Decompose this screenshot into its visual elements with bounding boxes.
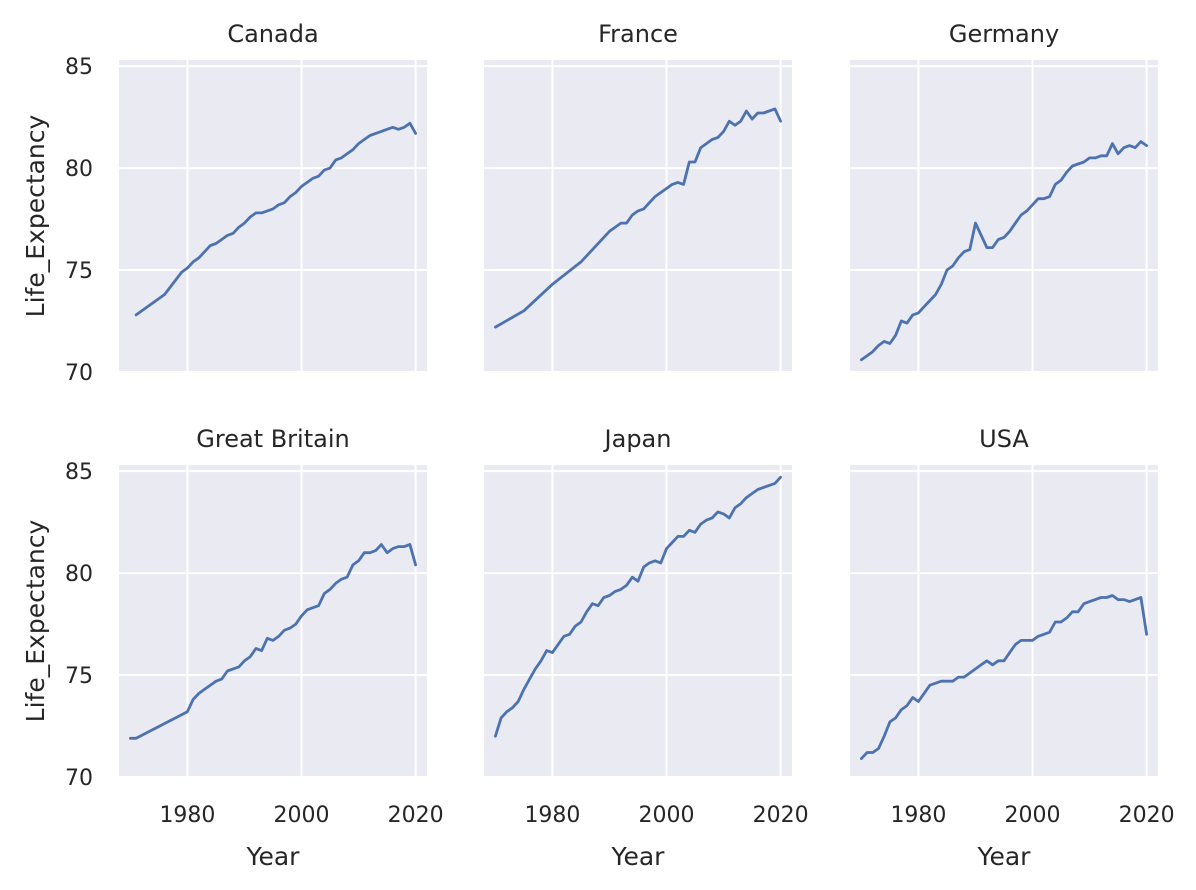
- series-line-japan: [493, 475, 782, 738]
- y-tick-label: 80: [65, 562, 93, 587]
- y-tick-label: 75: [65, 664, 93, 689]
- x-tick-label: 2000: [639, 803, 695, 828]
- y-axis-label: Life_Expectancy: [21, 519, 50, 722]
- x-axis-label: Year: [246, 842, 301, 871]
- series-line-germany: [860, 140, 1148, 362]
- x-tick-label: 2000: [274, 803, 330, 828]
- y-tick-label: 70: [65, 361, 93, 386]
- panel-title-france: France: [598, 20, 678, 48]
- y-tick-label: 85: [65, 460, 93, 485]
- panel-title-usa: USA: [979, 425, 1029, 453]
- panel-background-germany: [850, 60, 1158, 372]
- panel-title-germany: Germany: [949, 20, 1059, 48]
- series-line-canada: [134, 121, 418, 317]
- y-axis-label: Life_Expectancy: [21, 114, 50, 317]
- y-tick-label: 75: [65, 259, 93, 284]
- x-tick-label: 2020: [388, 803, 444, 828]
- x-tick-label: 2020: [753, 803, 809, 828]
- panel-title-japan: Japan: [603, 425, 672, 453]
- x-axis-label: Year: [611, 842, 666, 871]
- panel-background-france: [484, 60, 792, 372]
- x-tick-label: 1980: [890, 803, 946, 828]
- x-axis-label: Year: [977, 842, 1032, 871]
- panel-background-canada: [119, 60, 427, 372]
- y-tick-label: 85: [65, 55, 93, 80]
- panel-title-great-britain: Great Britain: [196, 425, 349, 453]
- panel-title-canada: Canada: [227, 20, 318, 48]
- panel-background-great-britain: [119, 465, 427, 777]
- y-tick-label: 70: [65, 766, 93, 791]
- series-line-france: [493, 107, 782, 329]
- y-tick-label: 80: [65, 157, 93, 182]
- series-line-usa: [860, 594, 1148, 760]
- series-line-great-britain: [128, 543, 418, 740]
- x-tick-label: 1980: [524, 803, 580, 828]
- panel-background-usa: [850, 465, 1158, 777]
- x-tick-label: 1980: [159, 803, 215, 828]
- panel-background-japan: [484, 465, 792, 777]
- x-tick-label: 2000: [1005, 803, 1061, 828]
- x-tick-label: 2020: [1119, 803, 1175, 828]
